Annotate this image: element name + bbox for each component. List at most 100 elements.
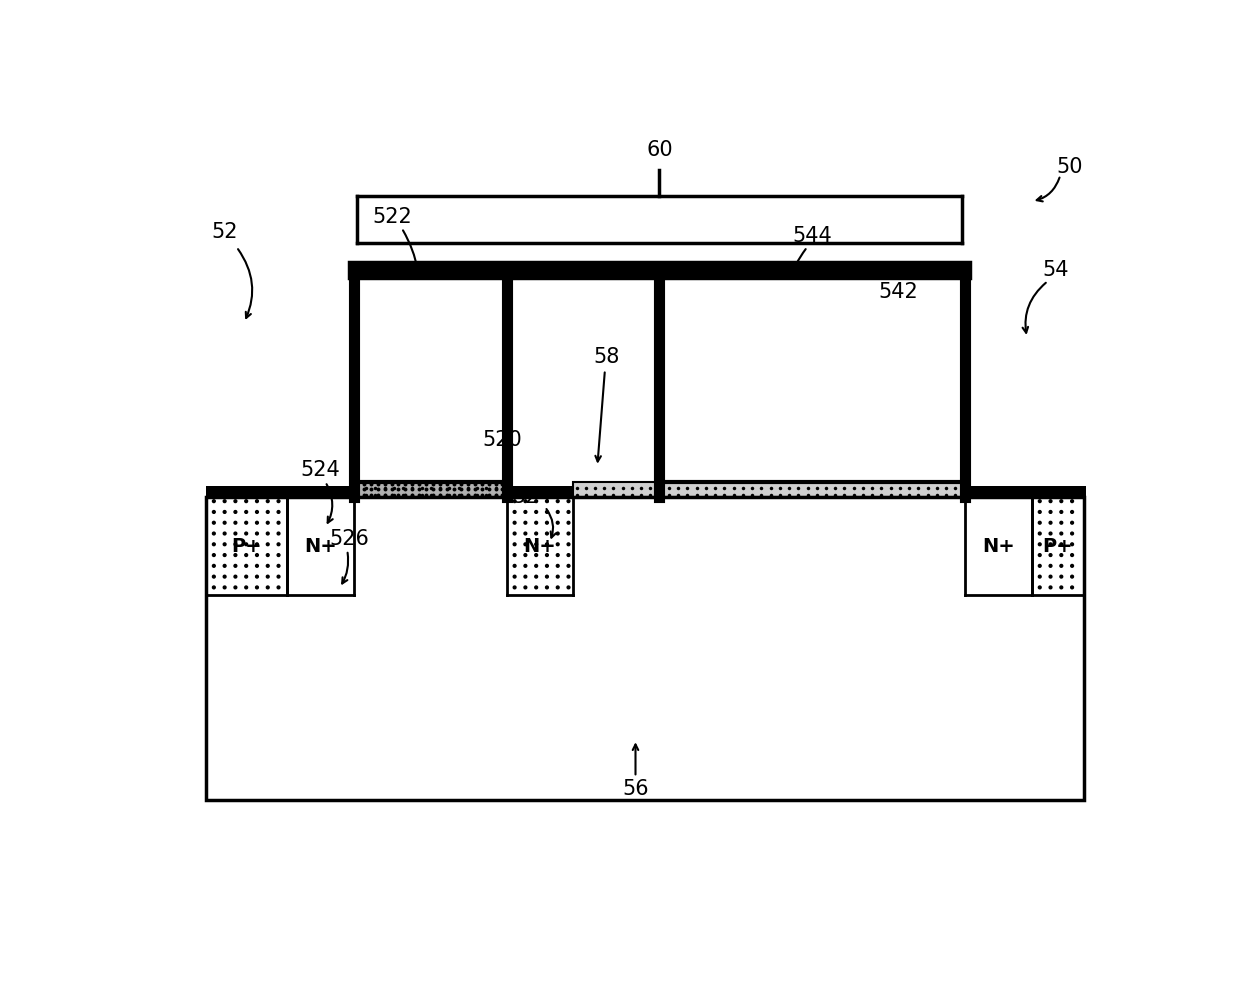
Circle shape (234, 543, 237, 546)
Circle shape (234, 576, 237, 578)
Circle shape (546, 576, 548, 578)
Circle shape (234, 532, 237, 535)
Circle shape (525, 586, 527, 588)
Text: 526: 526 (329, 528, 370, 549)
Circle shape (557, 543, 559, 546)
Circle shape (278, 586, 280, 588)
Circle shape (223, 554, 226, 557)
Circle shape (1049, 543, 1052, 546)
Circle shape (1060, 565, 1063, 567)
Circle shape (212, 554, 216, 557)
Circle shape (525, 565, 527, 567)
Circle shape (234, 522, 237, 524)
Circle shape (1070, 532, 1074, 535)
Circle shape (546, 511, 548, 514)
Circle shape (244, 532, 248, 535)
Text: 54: 54 (1043, 260, 1069, 279)
Text: 60: 60 (646, 141, 672, 160)
Circle shape (234, 554, 237, 557)
Circle shape (557, 522, 559, 524)
Circle shape (255, 565, 258, 567)
Bar (965, 485, 1032, 497)
Circle shape (534, 532, 538, 535)
Circle shape (1060, 532, 1063, 535)
Circle shape (567, 554, 570, 557)
Circle shape (534, 500, 538, 503)
Circle shape (1038, 522, 1042, 524)
Bar (1083, 485, 1086, 497)
Circle shape (557, 554, 559, 557)
Circle shape (1070, 543, 1074, 546)
Circle shape (278, 532, 280, 535)
Circle shape (513, 576, 516, 578)
Circle shape (1049, 500, 1052, 503)
Circle shape (525, 522, 527, 524)
Circle shape (223, 586, 226, 588)
Circle shape (525, 500, 527, 503)
Circle shape (1049, 522, 1052, 524)
Circle shape (534, 543, 538, 546)
Circle shape (223, 511, 226, 514)
Text: 524: 524 (300, 461, 340, 480)
Circle shape (223, 532, 226, 535)
Circle shape (234, 586, 237, 588)
Circle shape (1038, 500, 1042, 503)
Circle shape (223, 543, 226, 546)
Circle shape (1049, 565, 1052, 567)
Circle shape (534, 522, 538, 524)
Circle shape (1060, 511, 1063, 514)
Circle shape (267, 565, 269, 567)
Circle shape (267, 543, 269, 546)
Circle shape (1049, 511, 1052, 514)
Circle shape (1049, 532, 1052, 535)
Circle shape (567, 532, 570, 535)
Circle shape (234, 511, 237, 514)
Circle shape (513, 532, 516, 535)
Circle shape (525, 543, 527, 546)
Circle shape (567, 500, 570, 503)
Text: 56: 56 (622, 778, 649, 799)
Circle shape (534, 511, 538, 514)
Bar (1032, 485, 1084, 497)
Bar (285, 485, 289, 497)
Circle shape (1049, 576, 1052, 578)
Circle shape (212, 576, 216, 578)
Circle shape (567, 522, 570, 524)
Circle shape (278, 500, 280, 503)
Circle shape (1060, 500, 1063, 503)
Circle shape (1038, 565, 1042, 567)
Text: N+: N+ (304, 536, 337, 556)
Circle shape (534, 554, 538, 557)
Circle shape (267, 576, 269, 578)
Circle shape (244, 576, 248, 578)
Text: 58: 58 (594, 346, 620, 367)
Bar (573, 481, 965, 497)
Circle shape (267, 522, 269, 524)
Circle shape (557, 565, 559, 567)
Circle shape (223, 576, 226, 578)
Text: 522: 522 (372, 207, 412, 226)
Circle shape (546, 543, 548, 546)
Circle shape (1070, 511, 1074, 514)
Bar (206, 485, 286, 497)
Circle shape (534, 576, 538, 578)
Circle shape (244, 500, 248, 503)
Circle shape (255, 522, 258, 524)
Text: N+: N+ (982, 536, 1014, 556)
Circle shape (513, 500, 516, 503)
Circle shape (212, 511, 216, 514)
Text: 520: 520 (482, 430, 522, 450)
Circle shape (267, 500, 269, 503)
Circle shape (212, 543, 216, 546)
Bar (353, 481, 507, 497)
Circle shape (255, 511, 258, 514)
Circle shape (244, 586, 248, 588)
Circle shape (1038, 532, 1042, 535)
Bar (507, 485, 573, 497)
Circle shape (1060, 543, 1063, 546)
Circle shape (557, 586, 559, 588)
Circle shape (244, 522, 248, 524)
Circle shape (546, 500, 548, 503)
Circle shape (546, 522, 548, 524)
Circle shape (557, 511, 559, 514)
